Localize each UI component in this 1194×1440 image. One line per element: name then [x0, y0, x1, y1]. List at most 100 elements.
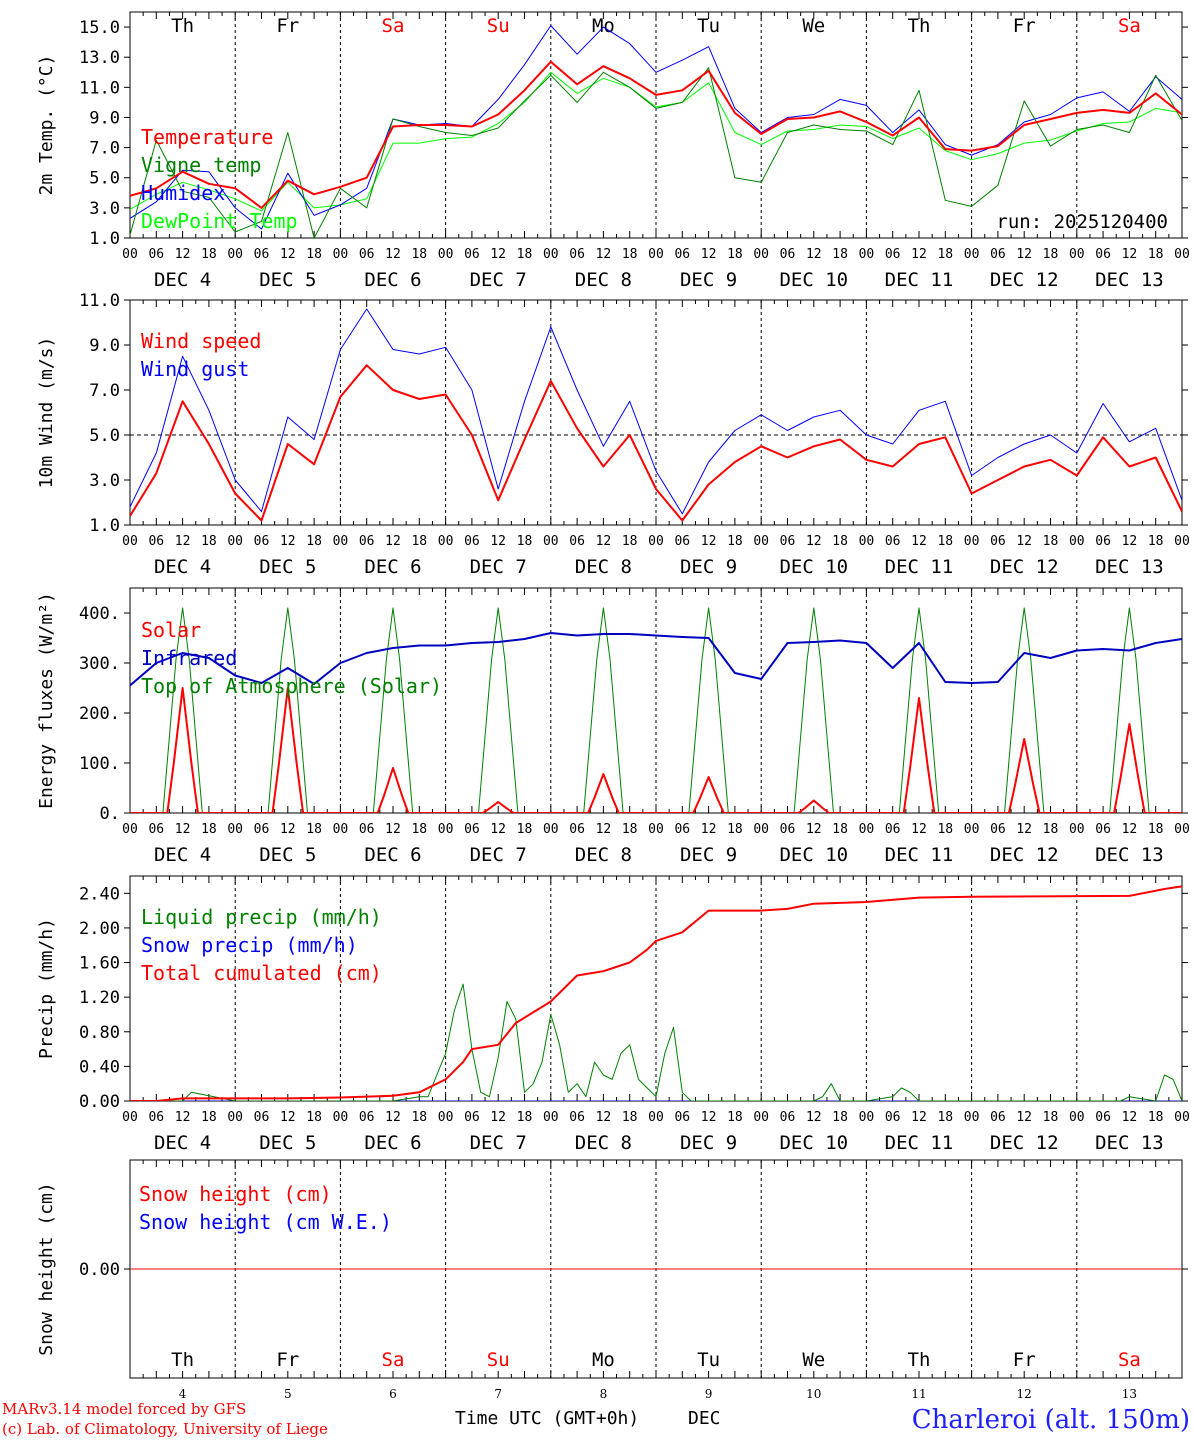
weekday-label: Fr — [276, 1349, 299, 1371]
hour-tick-label: 00 — [753, 1110, 769, 1125]
hour-tick-label: 00 — [859, 1110, 875, 1125]
hour-tick-label: 06 — [885, 534, 901, 549]
hour-tick-label: 12 — [280, 1110, 296, 1125]
date-label: DEC 8 — [575, 1132, 632, 1154]
hour-tick-label: 18 — [201, 822, 217, 837]
hour-tick-label: 12 — [806, 534, 822, 549]
hour-tick-label: 18 — [306, 247, 322, 262]
hour-tick-label: 06 — [254, 1110, 270, 1125]
date-label: DEC 7 — [470, 556, 527, 578]
series-line-infrared — [130, 632, 1182, 687]
date-label: DEC 5 — [259, 269, 316, 291]
hour-tick-label: 06 — [569, 1110, 585, 1125]
hour-tick-label: 00 — [1069, 247, 1085, 262]
hour-tick-label: 06 — [1095, 534, 1111, 549]
y-tick-label: 13.0 — [79, 48, 120, 68]
hour-tick-label: 12 — [490, 247, 506, 262]
hour-tick-label: 06 — [885, 1110, 901, 1125]
hour-tick-label: 12 — [1122, 822, 1138, 837]
hour-tick-label: 12 — [701, 822, 717, 837]
hour-tick-label: 06 — [464, 534, 480, 549]
legend-entry: Vigne temp — [141, 153, 261, 177]
legend-entry: Snow precip (mm/h) — [141, 933, 358, 957]
y-tick-label: 3.0 — [89, 471, 120, 491]
weekday-label: Tu — [697, 1349, 720, 1371]
hour-tick-label: 18 — [1148, 1110, 1164, 1125]
legend-entry: Infrared — [141, 646, 237, 670]
weekday-label: We — [802, 1349, 825, 1371]
day-number-label: 13 — [1122, 1387, 1137, 1401]
legend-entry: Snow height (cm W.E.) — [139, 1210, 392, 1234]
hour-tick-label: 06 — [359, 822, 375, 837]
hour-tick-label: 12 — [911, 247, 927, 262]
hour-tick-label: 06 — [780, 1110, 796, 1125]
hour-tick-label: 06 — [674, 247, 690, 262]
date-label: DEC 12 — [990, 269, 1059, 291]
hour-tick-label: 00 — [543, 1110, 559, 1125]
y-tick-label: 11.0 — [79, 78, 120, 98]
y-tick-label: 0.40 — [79, 1057, 120, 1077]
y-tick-label: 1.60 — [79, 954, 120, 974]
date-label: DEC 5 — [259, 1132, 316, 1154]
weekday-label: Su — [487, 15, 510, 37]
hour-tick-label: 00 — [227, 822, 243, 837]
date-label: DEC 6 — [364, 556, 421, 578]
hour-tick-label: 06 — [1095, 247, 1111, 262]
hour-tick-label: 06 — [569, 534, 585, 549]
date-label: DEC 11 — [885, 556, 954, 578]
date-label: DEC 7 — [470, 1132, 527, 1154]
weekday-label: Sa — [1118, 1349, 1141, 1371]
y-tick-label: 1.0 — [89, 516, 120, 536]
weekday-label: Mo — [592, 15, 615, 37]
hour-tick-label: 12 — [175, 822, 191, 837]
series-line-dewpoint-temp — [130, 71, 1182, 212]
hour-tick-label: 06 — [990, 247, 1006, 262]
legend-entry: Total cumulated (cm) — [141, 961, 382, 985]
hour-tick-label: 12 — [280, 534, 296, 549]
hour-tick-label: 12 — [806, 247, 822, 262]
y-axis-title-snow: Snow height (cm) — [36, 1182, 57, 1355]
x-axis-month: DEC — [688, 1408, 721, 1429]
weekday-label: Fr — [1013, 15, 1036, 37]
y-tick-label: 7.0 — [89, 381, 120, 401]
hour-tick-label: 06 — [464, 822, 480, 837]
hour-tick-label: 18 — [411, 247, 427, 262]
hour-tick-label: 00 — [543, 822, 559, 837]
hour-tick-label: 00 — [964, 822, 980, 837]
hour-tick-label: 06 — [148, 534, 164, 549]
date-label: DEC 9 — [680, 844, 737, 866]
day-number-label: 8 — [600, 1387, 608, 1401]
hour-tick-label: 00 — [648, 534, 664, 549]
hour-tick-label: 12 — [490, 1110, 506, 1125]
date-label: DEC 10 — [779, 269, 848, 291]
hour-tick-label: 18 — [517, 247, 533, 262]
legend-entry: Humidex — [141, 181, 225, 205]
hour-tick-label: 00 — [859, 534, 875, 549]
hour-tick-label: 00 — [543, 247, 559, 262]
weekday-label: Fr — [276, 15, 299, 37]
footer-model-line: MARv3.14 model forced by GFS — [2, 1400, 246, 1418]
hour-tick-label: 18 — [622, 822, 638, 837]
hour-tick-label: 00 — [1174, 247, 1190, 262]
date-label: DEC 4 — [154, 269, 211, 291]
hour-tick-label: 00 — [227, 1110, 243, 1125]
date-label: DEC 4 — [154, 1132, 211, 1154]
hour-tick-label: 18 — [937, 534, 953, 549]
date-label: DEC 8 — [575, 844, 632, 866]
y-tick-label: 3.0 — [89, 199, 120, 219]
y-tick-label: 9.0 — [89, 108, 120, 128]
hour-tick-label: 18 — [622, 534, 638, 549]
hour-tick-label: 06 — [1095, 1110, 1111, 1125]
date-label: DEC 12 — [990, 844, 1059, 866]
hour-tick-label: 00 — [753, 247, 769, 262]
y-tick-label: 7.0 — [89, 139, 120, 159]
hour-tick-label: 12 — [1016, 247, 1032, 262]
y-tick-label: 2.00 — [79, 919, 120, 939]
station-label: Charleroi (alt. 150m) — [912, 1405, 1190, 1435]
hour-tick-label: 18 — [306, 822, 322, 837]
hour-tick-label: 12 — [596, 534, 612, 549]
hour-tick-label: 12 — [280, 822, 296, 837]
hour-tick-label: 06 — [359, 534, 375, 549]
hour-tick-label: 12 — [175, 247, 191, 262]
y-tick-label: 400. — [79, 604, 120, 624]
